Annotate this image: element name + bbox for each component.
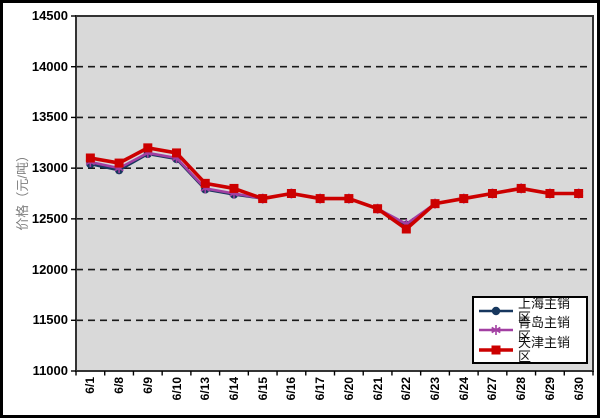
square-marker-icon [258, 194, 268, 204]
legend-label: 上海主销区 [518, 295, 571, 325]
x-tick-label: 6/1 [83, 377, 98, 394]
square-marker-icon [516, 183, 526, 193]
square-marker-icon [143, 143, 153, 153]
y-tick-label: 14000 [31, 58, 68, 74]
square-marker-icon [114, 158, 124, 168]
y-tick-label: 13000 [31, 160, 68, 176]
tianjin-series-marker-icon [479, 345, 513, 354]
square-marker-icon [200, 178, 210, 188]
x-tick-label: 6/27 [485, 377, 500, 401]
legend-label: 青岛主销区 [518, 315, 571, 344]
x-tick-label: 6/14 [226, 377, 241, 401]
series-line-2 [90, 146, 579, 231]
x-tick-label: 6/24 [456, 377, 471, 401]
y-tick-label: 12000 [31, 261, 68, 277]
y-tick-label: 11500 [32, 312, 68, 328]
line-chart-canvas [71, 15, 594, 376]
x-tick-label: 6/21 [370, 377, 385, 401]
square-marker-icon [344, 194, 354, 204]
legend-item-shanghai: 上海主销区 [478, 296, 582, 324]
y-tick-label: 13500 [31, 109, 68, 125]
square-marker-icon [487, 189, 497, 198]
shanghai-series-marker-icon [479, 306, 513, 315]
x-tick-label: 6/13 [198, 377, 213, 401]
square-marker-icon [373, 204, 383, 214]
x-tick-label: 6/22 [399, 377, 414, 401]
square-marker-icon [229, 183, 239, 193]
chart-legend: 上海主销区 青岛主销区 天津主销区 [472, 296, 588, 364]
x-tick-label: 6/9 [140, 377, 155, 394]
x-tick-label: 6/20 [341, 377, 356, 401]
x-tick-label: 6/28 [514, 377, 529, 401]
square-marker-icon [430, 199, 440, 209]
square-marker-icon [172, 148, 182, 158]
square-marker-icon [574, 189, 584, 198]
y-tick-label: 14500 [31, 8, 68, 23]
x-tick-label: 6/8 [112, 377, 127, 394]
x-tick-label: 6/16 [284, 377, 299, 401]
square-marker-icon [459, 194, 469, 204]
legend-item-qingdao: 青岛主销区 [478, 316, 582, 344]
square-marker-icon [401, 224, 411, 234]
legend-item-tianjin: 天津主销区 [478, 335, 582, 363]
y-tick-label: 12500 [31, 210, 68, 226]
y-tick-label: 11000 [32, 363, 68, 378]
asterisk-marker-icon [491, 325, 501, 335]
x-tick-label: 6/17 [313, 377, 328, 401]
series-line-1 [90, 151, 579, 226]
legend-label: 天津主销区 [518, 334, 571, 364]
square-marker-icon [286, 189, 296, 198]
square-marker-icon [545, 189, 555, 198]
square-marker-icon [85, 153, 95, 163]
square-marker-icon [315, 194, 325, 204]
x-tick-label: 6/15 [255, 377, 270, 401]
circle-marker-icon [491, 306, 501, 315]
x-tick-label: 6/23 [428, 377, 443, 401]
x-tick-label: 6/10 [169, 377, 184, 401]
x-tick-label: 6/29 [542, 377, 557, 401]
x-tick-label: 6/30 [571, 377, 586, 401]
qingdao-series-marker-icon [479, 325, 513, 335]
square-marker-icon [491, 345, 501, 354]
